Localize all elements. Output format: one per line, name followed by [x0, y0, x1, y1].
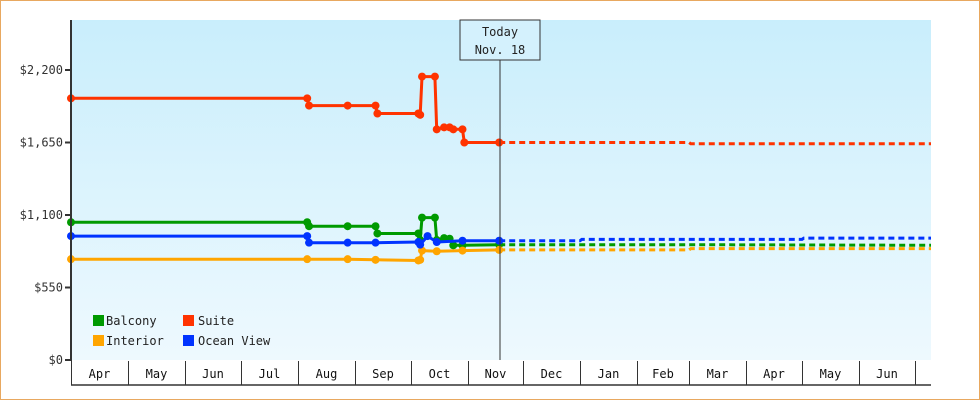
forecast-line-balcony: [499, 243, 932, 247]
data-point[interactable]: [495, 245, 504, 254]
data-point[interactable]: [458, 236, 467, 245]
data-point[interactable]: [371, 222, 380, 231]
data-point[interactable]: [495, 138, 504, 147]
data-point[interactable]: [449, 241, 458, 250]
legend-swatch-suite: [183, 315, 194, 326]
today-label: Today: [482, 25, 518, 39]
x-month-label: Apr: [89, 367, 111, 381]
legend: Balcony Suite Interior Ocean View: [93, 314, 271, 348]
today-box: [459, 19, 541, 61]
data-point[interactable]: [373, 229, 382, 238]
data-point[interactable]: [343, 222, 352, 231]
data-point[interactable]: [303, 232, 312, 241]
data-point[interactable]: [495, 236, 504, 245]
data-point[interactable]: [305, 222, 314, 231]
data-point[interactable]: [458, 246, 467, 255]
x-month-label: May: [820, 367, 842, 381]
data-point[interactable]: [414, 229, 423, 238]
x-month-label: Mar: [707, 367, 729, 381]
data-point[interactable]: [432, 238, 441, 247]
legend-swatch-interior: [93, 335, 104, 346]
forecast-line-suite: [499, 141, 931, 146]
y-tick-label: $1,100: [20, 208, 63, 222]
today-date: Nov. 18: [475, 43, 526, 57]
data-point[interactable]: [458, 125, 467, 134]
data-point[interactable]: [423, 232, 432, 241]
data-point[interactable]: [371, 238, 380, 247]
data-point[interactable]: [440, 123, 449, 132]
data-point[interactable]: [449, 125, 458, 134]
y-axis-ticks: $0 $550 $1,100 $1,650 $2,200: [20, 63, 71, 367]
data-point[interactable]: [343, 255, 352, 264]
data-point[interactable]: [305, 238, 314, 247]
x-month-label: Aug: [316, 367, 338, 381]
y-tick-label: $0: [49, 353, 63, 367]
x-month-label: Jan: [598, 367, 620, 381]
data-point[interactable]: [343, 101, 352, 110]
legend-label-suite: Suite: [198, 314, 234, 328]
data-point[interactable]: [418, 72, 427, 81]
data-point[interactable]: [416, 240, 425, 249]
x-month-label: Sep: [372, 367, 394, 381]
x-month-label: Nov: [485, 367, 507, 381]
legend-label-ocean-view: Ocean View: [198, 334, 271, 348]
x-month-label: Feb: [652, 367, 674, 381]
x-month-label: Dec: [541, 367, 563, 381]
data-point[interactable]: [305, 101, 314, 110]
data-point[interactable]: [343, 238, 352, 247]
data-point[interactable]: [416, 255, 425, 264]
data-point[interactable]: [303, 94, 312, 103]
forecast-line-ocean-view: [499, 236, 931, 243]
x-month-label: Jun: [876, 367, 898, 381]
x-month-label: May: [146, 367, 168, 381]
x-month-label: Jul: [259, 367, 281, 381]
data-point[interactable]: [432, 247, 441, 256]
plot-area: [72, 20, 931, 360]
legend-swatch-ocean-view: [183, 335, 194, 346]
data-point[interactable]: [371, 255, 380, 264]
x-axis-months: Apr May Jun Jul Aug Sep Oct Nov Dec Jan Feb Mar Apr M…: [71, 361, 931, 386]
data-point[interactable]: [460, 138, 469, 147]
legend-label-balcony: Balcony: [106, 314, 157, 328]
data-point[interactable]: [430, 213, 439, 222]
data-point[interactable]: [432, 125, 441, 134]
data-point[interactable]: [430, 72, 439, 81]
y-tick-label: $550: [34, 281, 63, 295]
legend-label-interior: Interior: [106, 334, 164, 348]
data-point[interactable]: [303, 255, 312, 264]
data-point[interactable]: [373, 109, 382, 118]
y-tick-label: $2,200: [20, 63, 63, 77]
legend-swatch-balcony: [93, 315, 104, 326]
y-tick-label: $1,650: [20, 136, 63, 150]
x-month-label: Oct: [429, 367, 451, 381]
x-month-label: Jun: [202, 367, 224, 381]
data-point[interactable]: [418, 213, 427, 222]
forecast-line-interior: [499, 247, 931, 252]
series-layer: [67, 72, 932, 265]
data-point[interactable]: [416, 110, 425, 119]
x-month-label: Apr: [763, 367, 785, 381]
data-point[interactable]: [371, 101, 380, 110]
